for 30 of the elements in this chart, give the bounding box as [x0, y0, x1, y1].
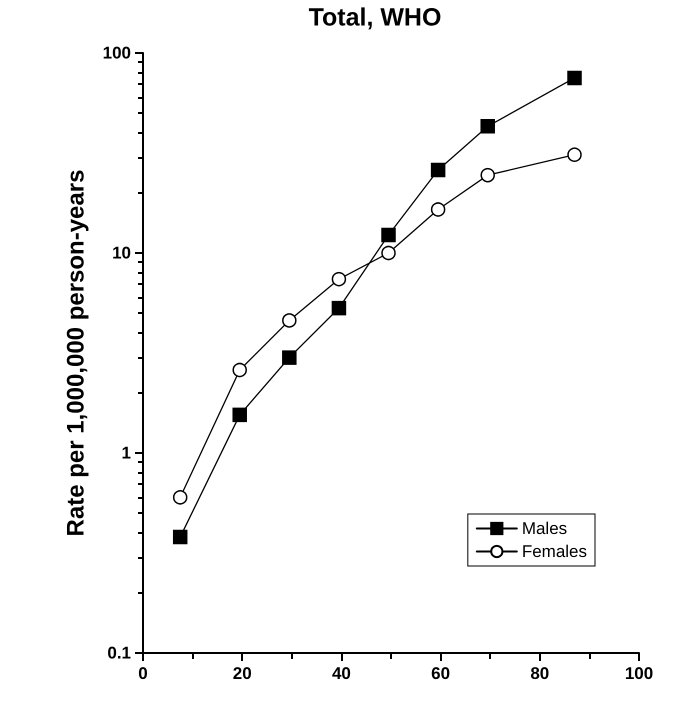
point	[232, 362, 247, 378]
y-tick-label: 0.1	[107, 644, 131, 662]
point	[332, 300, 346, 316]
legend-label: Males	[522, 519, 568, 538]
point	[381, 246, 396, 260]
x-tick-label: 60	[431, 664, 450, 683]
point	[430, 162, 446, 178]
point	[282, 350, 297, 365]
y-axis-title: Rate per 1,000,000 person-years	[62, 170, 90, 536]
point	[381, 228, 396, 242]
y-tick-label: 10	[112, 244, 131, 262]
chart-title: Total, WHO	[308, 4, 442, 32]
x-tick-label: 0	[138, 664, 148, 683]
x-tick-label: 40	[332, 664, 351, 683]
y-tick-label: 100	[102, 44, 131, 62]
x-tick-label: 20	[232, 664, 252, 683]
point	[332, 272, 346, 286]
point	[567, 147, 582, 162]
point	[172, 530, 188, 544]
y-tick-label: 1	[122, 444, 131, 462]
point	[480, 119, 495, 134]
point	[567, 70, 582, 86]
x-tick-label: 100	[624, 664, 654, 683]
point	[172, 490, 188, 505]
point	[480, 168, 495, 182]
point	[430, 202, 446, 217]
legend-label: Females	[522, 542, 587, 561]
x-tick-label: 80	[530, 664, 550, 683]
point	[282, 313, 297, 328]
point	[232, 408, 247, 422]
